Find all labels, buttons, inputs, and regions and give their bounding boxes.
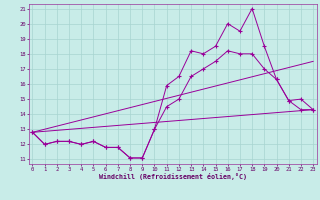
X-axis label: Windchill (Refroidissement éolien,°C): Windchill (Refroidissement éolien,°C) <box>99 173 247 180</box>
